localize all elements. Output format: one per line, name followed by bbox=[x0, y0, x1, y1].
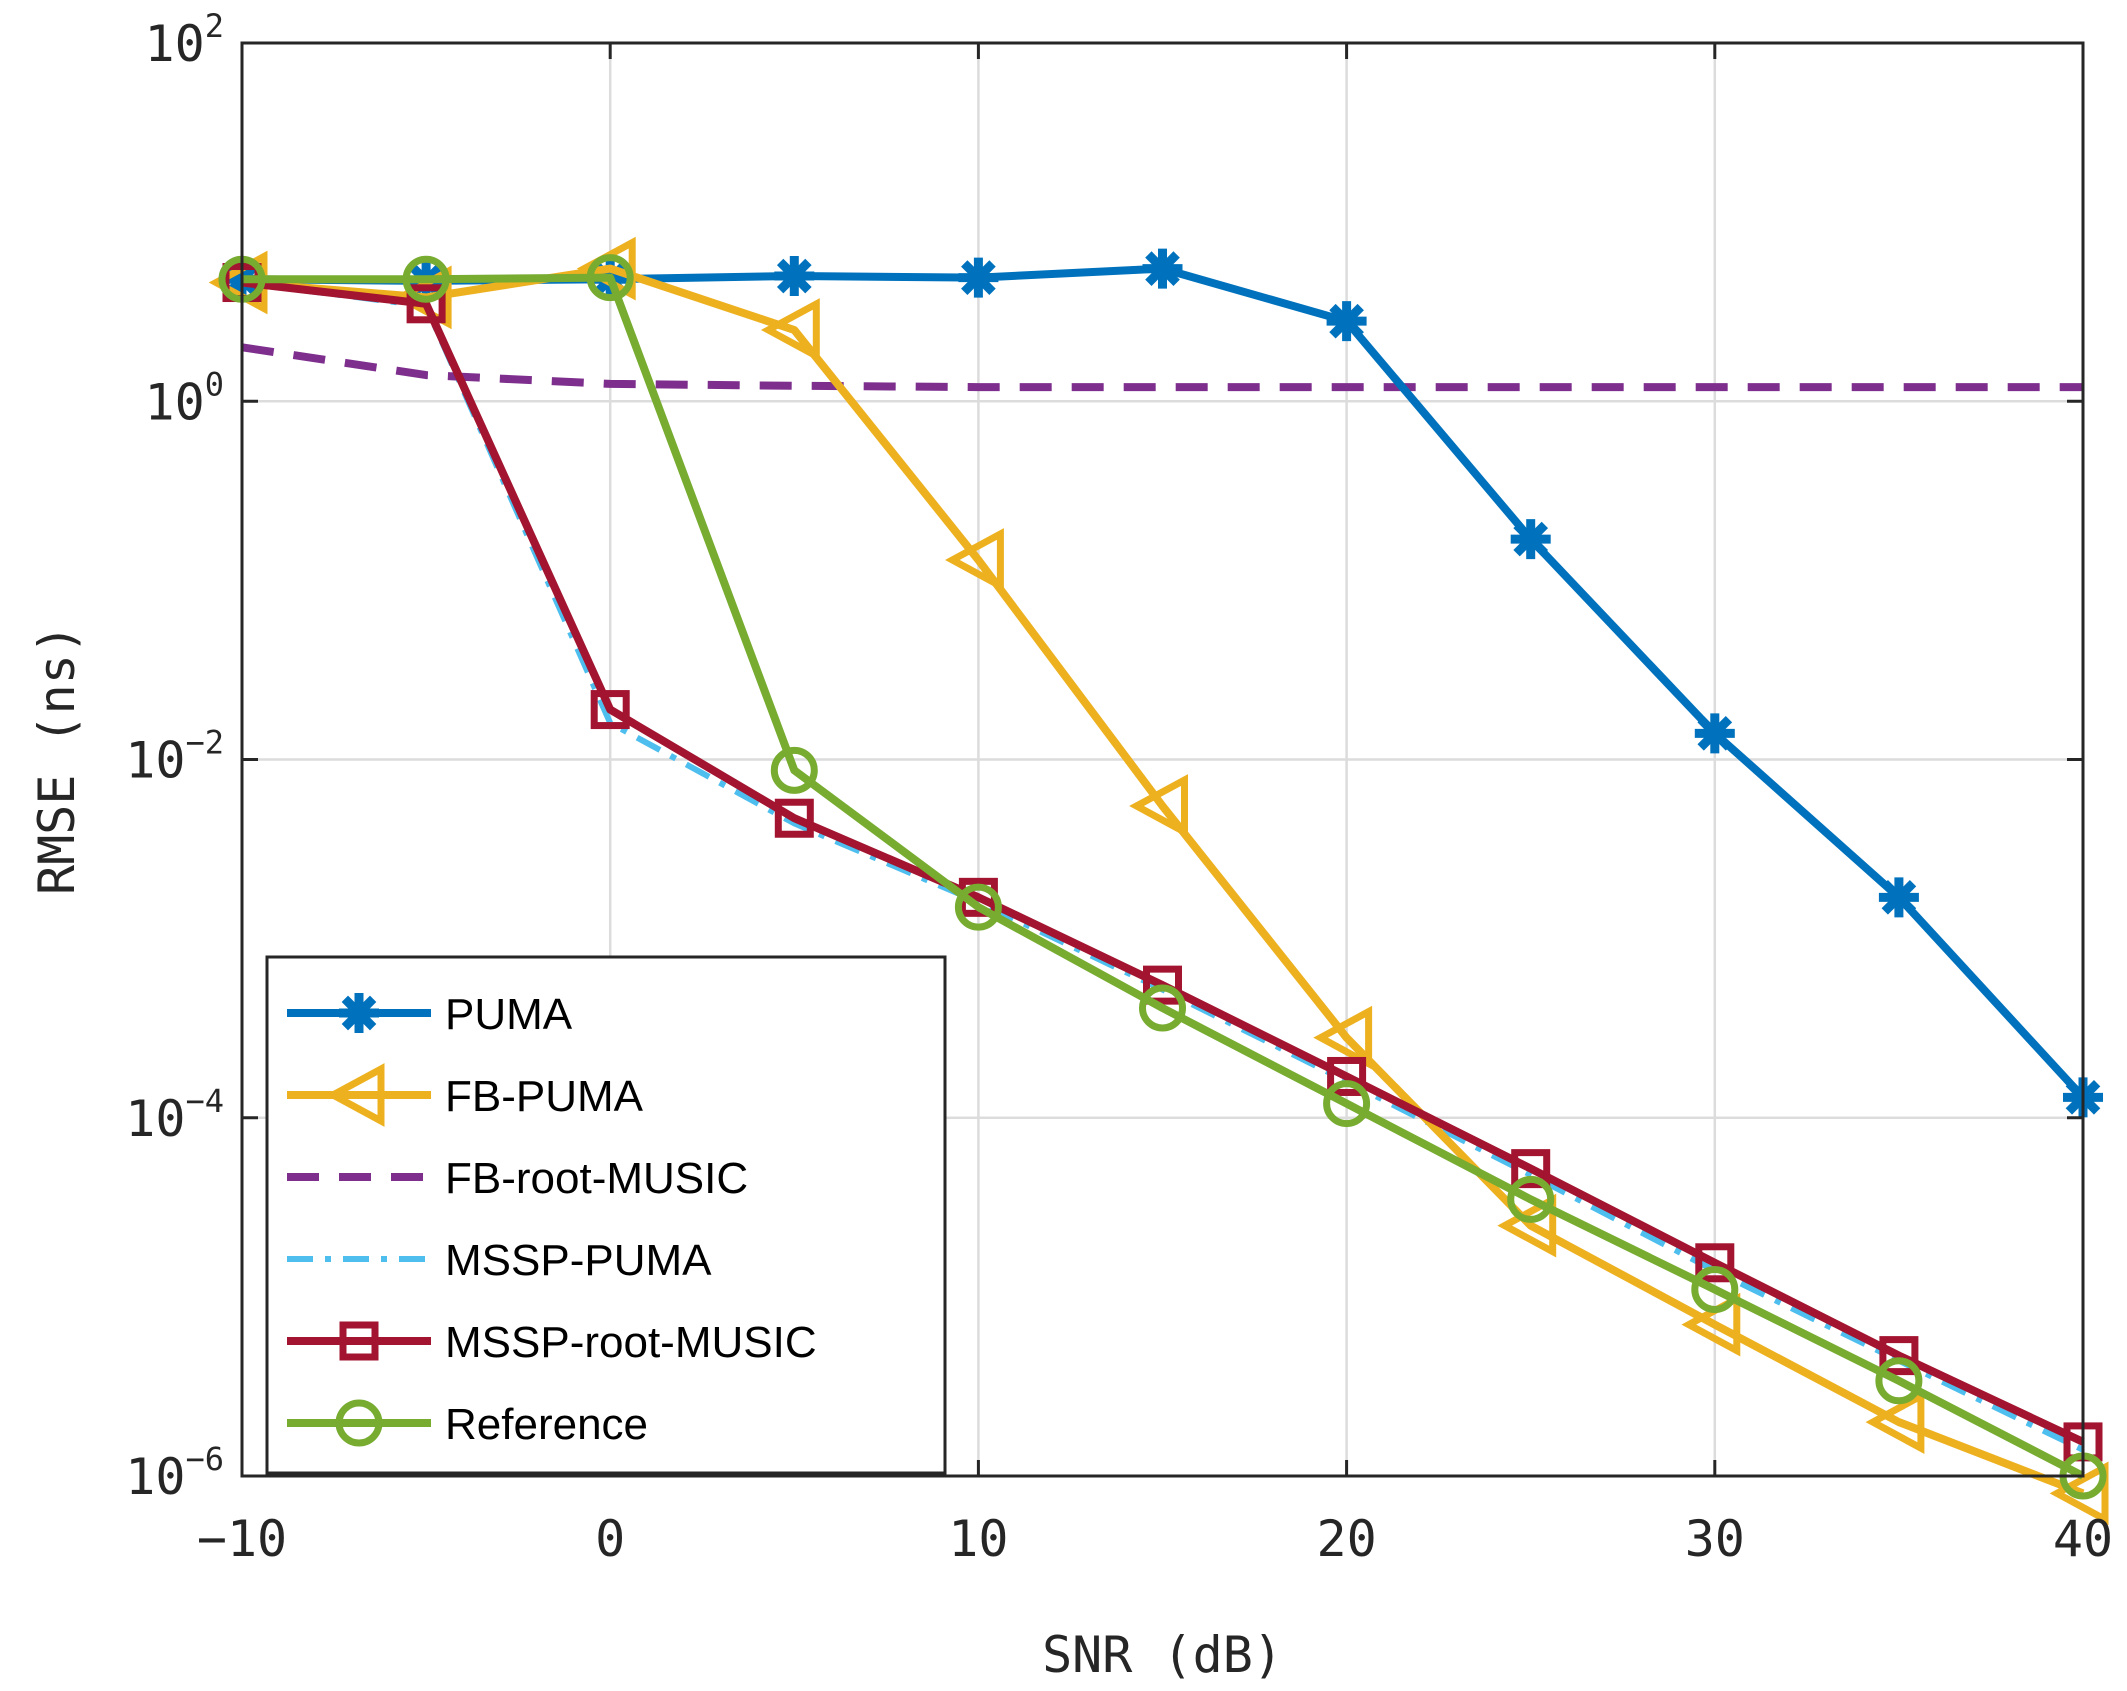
y-tick-base: 10 bbox=[125, 1448, 185, 1506]
y-tick-label: 10−4 bbox=[125, 1082, 224, 1148]
legend-label: FB-root-MUSIC bbox=[445, 1154, 748, 1203]
x-tick-label: 10 bbox=[948, 1510, 1008, 1568]
legend-item: MSSP-root-MUSIC bbox=[287, 1318, 817, 1367]
data-point bbox=[958, 257, 999, 298]
legend-label: MSSP-PUMA bbox=[445, 1236, 712, 1285]
y-tick-exponent: −6 bbox=[185, 1440, 224, 1478]
series-line bbox=[241, 343, 2083, 392]
data-point bbox=[1143, 965, 1182, 1005]
data-point bbox=[1879, 1336, 1919, 1376]
series-line bbox=[242, 273, 2085, 1480]
data-point bbox=[2049, 1461, 2109, 1526]
data-point bbox=[1694, 713, 1735, 754]
x-tick-label: 30 bbox=[1685, 1510, 1745, 1568]
data-point bbox=[770, 746, 818, 794]
data-point bbox=[1129, 774, 1188, 838]
data-point bbox=[1695, 1243, 1735, 1283]
x-tick-label: 0 bbox=[595, 1510, 625, 1568]
x-tick-label: −10 bbox=[197, 1510, 287, 1568]
y-tick-label: 100 bbox=[145, 365, 224, 431]
x-axis-label: SNR (dB) bbox=[1042, 1626, 1283, 1684]
legend-label: FB-PUMA bbox=[445, 1072, 644, 1121]
x-tick-label: 40 bbox=[2053, 1510, 2113, 1568]
data-point bbox=[774, 256, 815, 297]
legend-label: MSSP-root-MUSIC bbox=[445, 1318, 817, 1367]
data-point bbox=[1139, 984, 1186, 1032]
y-axis-label: RMSE (ns) bbox=[28, 624, 86, 895]
legend-label: PUMA bbox=[445, 990, 573, 1039]
y-tick-exponent: 0 bbox=[205, 365, 224, 403]
data-point bbox=[1507, 1175, 1555, 1223]
data-point bbox=[1875, 1357, 1923, 1405]
data-point bbox=[1691, 1265, 1739, 1313]
legend-box bbox=[265, 955, 947, 1475]
y-tick-base: 10 bbox=[125, 1090, 185, 1148]
data-point bbox=[1327, 1056, 1367, 1096]
y-tick-exponent: 2 bbox=[205, 7, 224, 45]
legend-item: MSSP-PUMA bbox=[287, 1236, 712, 1285]
data-point bbox=[590, 690, 630, 730]
y-tick-label: 10−2 bbox=[125, 724, 224, 790]
legend-swatch-marker bbox=[325, 1063, 385, 1127]
data-point bbox=[1326, 301, 1367, 342]
series-fb-root-music bbox=[241, 343, 2083, 392]
legend-item: Reference bbox=[287, 1399, 648, 1449]
legend-item: FB-root-MUSIC bbox=[287, 1154, 748, 1203]
data-point bbox=[954, 883, 1002, 931]
data-point bbox=[1142, 248, 1183, 289]
legend: PUMA FB-PUMA FB-root-MUSIC MSSP-PUMA MSSP-ro… bbox=[265, 955, 947, 1475]
y-tick-label: 102 bbox=[145, 7, 224, 73]
legend-swatch-marker bbox=[339, 993, 379, 1033]
data-point bbox=[760, 298, 820, 362]
y-tick-exponent: −4 bbox=[185, 1082, 224, 1120]
y-tick-base: 10 bbox=[145, 373, 205, 431]
legend-item: FB-PUMA bbox=[287, 1063, 644, 1127]
data-point bbox=[1511, 1149, 1551, 1189]
data-point bbox=[1865, 1390, 1925, 1454]
data-point bbox=[402, 255, 450, 303]
data-point bbox=[1510, 519, 1551, 560]
data-point bbox=[945, 528, 1004, 592]
data-point bbox=[1497, 1193, 1557, 1258]
data-point bbox=[406, 284, 446, 324]
y-tick-exponent: −2 bbox=[185, 724, 224, 762]
x-tick-label: 20 bbox=[1316, 1510, 1376, 1568]
data-point bbox=[774, 798, 814, 838]
legend-swatch-marker bbox=[339, 1321, 379, 1361]
data-point bbox=[1323, 1080, 1371, 1128]
y-tick-base: 10 bbox=[145, 15, 205, 73]
data-point bbox=[1313, 1005, 1373, 1070]
legend-label: Reference bbox=[445, 1400, 648, 1449]
legend-swatch-marker bbox=[335, 1399, 383, 1447]
y-tick-base: 10 bbox=[125, 732, 185, 790]
data-point bbox=[586, 254, 634, 302]
legend-item: PUMA bbox=[287, 990, 573, 1039]
y-tick-label: 10−6 bbox=[125, 1440, 224, 1506]
data-point bbox=[1878, 877, 1919, 918]
